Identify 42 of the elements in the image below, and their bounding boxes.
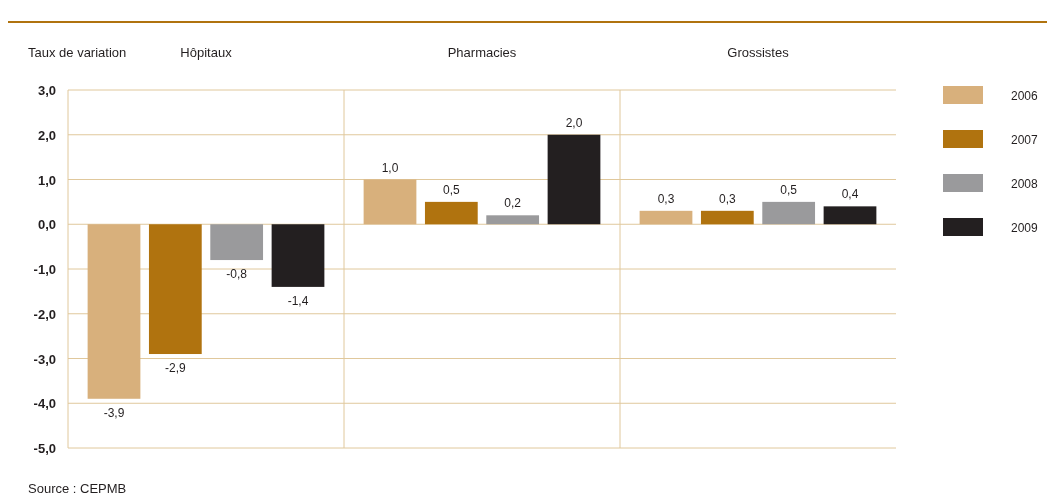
data-label: 0,3 xyxy=(657,191,675,206)
bar xyxy=(210,224,264,261)
y-tick-label: -4,0 xyxy=(33,396,56,412)
data-label: 0,3 xyxy=(718,191,736,206)
legend-label: 2008 xyxy=(1011,177,1039,191)
x-tick-label: Hôpitaux xyxy=(180,45,233,60)
bar xyxy=(87,224,141,399)
y-axis-title: Taux de variation xyxy=(28,45,127,60)
y-tick-label: 3,0 xyxy=(37,83,56,98)
bar xyxy=(271,224,325,287)
y-tick-label: -3,0 xyxy=(33,351,56,367)
bar xyxy=(148,224,202,355)
data-label: -0,8 xyxy=(226,267,248,282)
data-label: 2,0 xyxy=(565,115,583,130)
bar xyxy=(424,201,478,225)
data-label: 1,0 xyxy=(381,160,399,175)
bar xyxy=(547,134,601,225)
data-label: 0,4 xyxy=(841,187,859,202)
y-tick-label: 2,0 xyxy=(37,127,56,143)
data-label: -1,4 xyxy=(287,293,309,308)
source-note: Source : CEPMB xyxy=(28,481,127,496)
y-tick-label: 1,0 xyxy=(37,172,56,188)
legend-label: 2007 xyxy=(1011,133,1039,147)
legend-label: 2009 xyxy=(1011,221,1039,235)
bar xyxy=(639,210,693,225)
data-label: -2,9 xyxy=(164,361,186,376)
x-tick-label: Grossistes xyxy=(727,45,790,60)
data-label: 0,5 xyxy=(780,182,798,197)
bar xyxy=(486,215,540,225)
bar xyxy=(700,210,754,225)
y-tick-label: -2,0 xyxy=(33,306,56,322)
x-tick-label: Pharmacies xyxy=(447,45,517,60)
y-tick-label: 0,0 xyxy=(37,217,56,233)
bar xyxy=(823,206,877,225)
y-tick-label: -5,0 xyxy=(33,441,56,456)
legend-label: 2006 xyxy=(1011,89,1039,103)
y-tick-label: -1,0 xyxy=(33,262,56,277)
data-label: -3,9 xyxy=(103,405,125,420)
data-label: 0,2 xyxy=(504,196,522,211)
bar xyxy=(363,179,417,225)
data-label: 0,5 xyxy=(442,182,460,197)
bar xyxy=(762,201,816,225)
